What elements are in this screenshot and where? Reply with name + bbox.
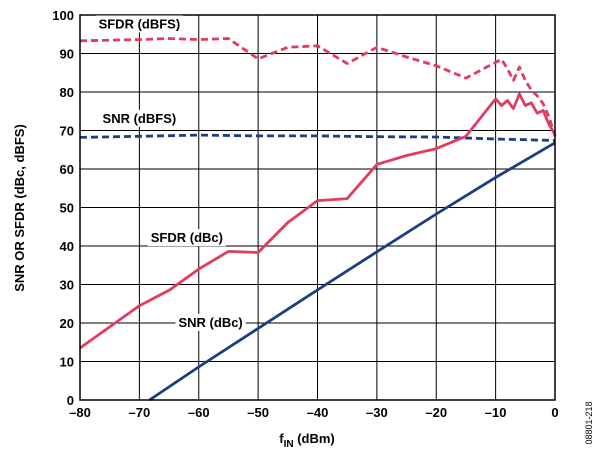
tick-labels: –80 –70 –60 –50 –40 –30 –20 –10 0 0 10 20 30 40 50 60 70… xyxy=(52,8,558,420)
x-tick-label: 0 xyxy=(551,405,558,420)
y-tick-label: 50 xyxy=(60,201,74,216)
x-tick-label: –80 xyxy=(69,405,91,420)
x-tick-label: –20 xyxy=(425,405,447,420)
y-tick-label: 20 xyxy=(60,316,74,331)
grid-lines xyxy=(79,14,556,401)
series-label-background xyxy=(147,229,226,247)
series-label-sfdr-dbfs: SFDR (dBFS) xyxy=(99,16,181,31)
series-label-snr-dbfs: SNR (dBFS) xyxy=(103,111,177,126)
x-axis-title-main: f xyxy=(279,431,284,446)
series-line-snr-dbc xyxy=(148,141,556,402)
y-tick-label: 100 xyxy=(52,8,74,23)
x-axis-title-subscript: IN xyxy=(284,439,294,450)
series-label-background xyxy=(99,109,180,127)
x-tick-label: –70 xyxy=(129,405,151,420)
series-labels: SFDR (dBFS) SNR (dBFS) SFDR (dBc) SNR (dBc) xyxy=(95,15,246,331)
y-tick-label: 10 xyxy=(60,355,74,370)
y-tick-label: 60 xyxy=(60,162,74,177)
x-axis-title-unit: (dBm) xyxy=(294,431,335,446)
series-label-background xyxy=(175,313,246,331)
y-tick-label: 80 xyxy=(60,85,74,100)
series-line-sfdr-dbc xyxy=(79,92,557,350)
x-tick-label: –10 xyxy=(485,405,507,420)
x-tick-label: –60 xyxy=(188,405,210,420)
x-tick-label: –30 xyxy=(366,405,388,420)
series-line-sfdr-dbfs xyxy=(79,37,557,137)
series-label-snr-dbc: SNR (dBc) xyxy=(178,315,242,330)
series-line-snr-dbfs xyxy=(79,133,556,142)
y-tick-label: 30 xyxy=(60,278,74,293)
x-axis-title: fIN (dBm) xyxy=(279,431,335,450)
x-tick-label: –50 xyxy=(247,405,269,420)
series-label-sfdr-dbc: SFDR (dBc) xyxy=(151,230,223,245)
plot-frame xyxy=(79,14,556,401)
y-tick-label: 0 xyxy=(67,393,74,408)
y-axis-title: SNR OR SFDR (dBc, dBFS) xyxy=(12,124,27,292)
series-label-background xyxy=(95,15,184,33)
figure-id: 08801-218 xyxy=(584,401,594,444)
y-tick-label: 70 xyxy=(60,124,74,139)
y-tick-label: 40 xyxy=(60,239,74,254)
x-tick-label: –40 xyxy=(307,405,329,420)
series-layer xyxy=(79,37,557,402)
y-tick-label: 90 xyxy=(60,47,74,62)
